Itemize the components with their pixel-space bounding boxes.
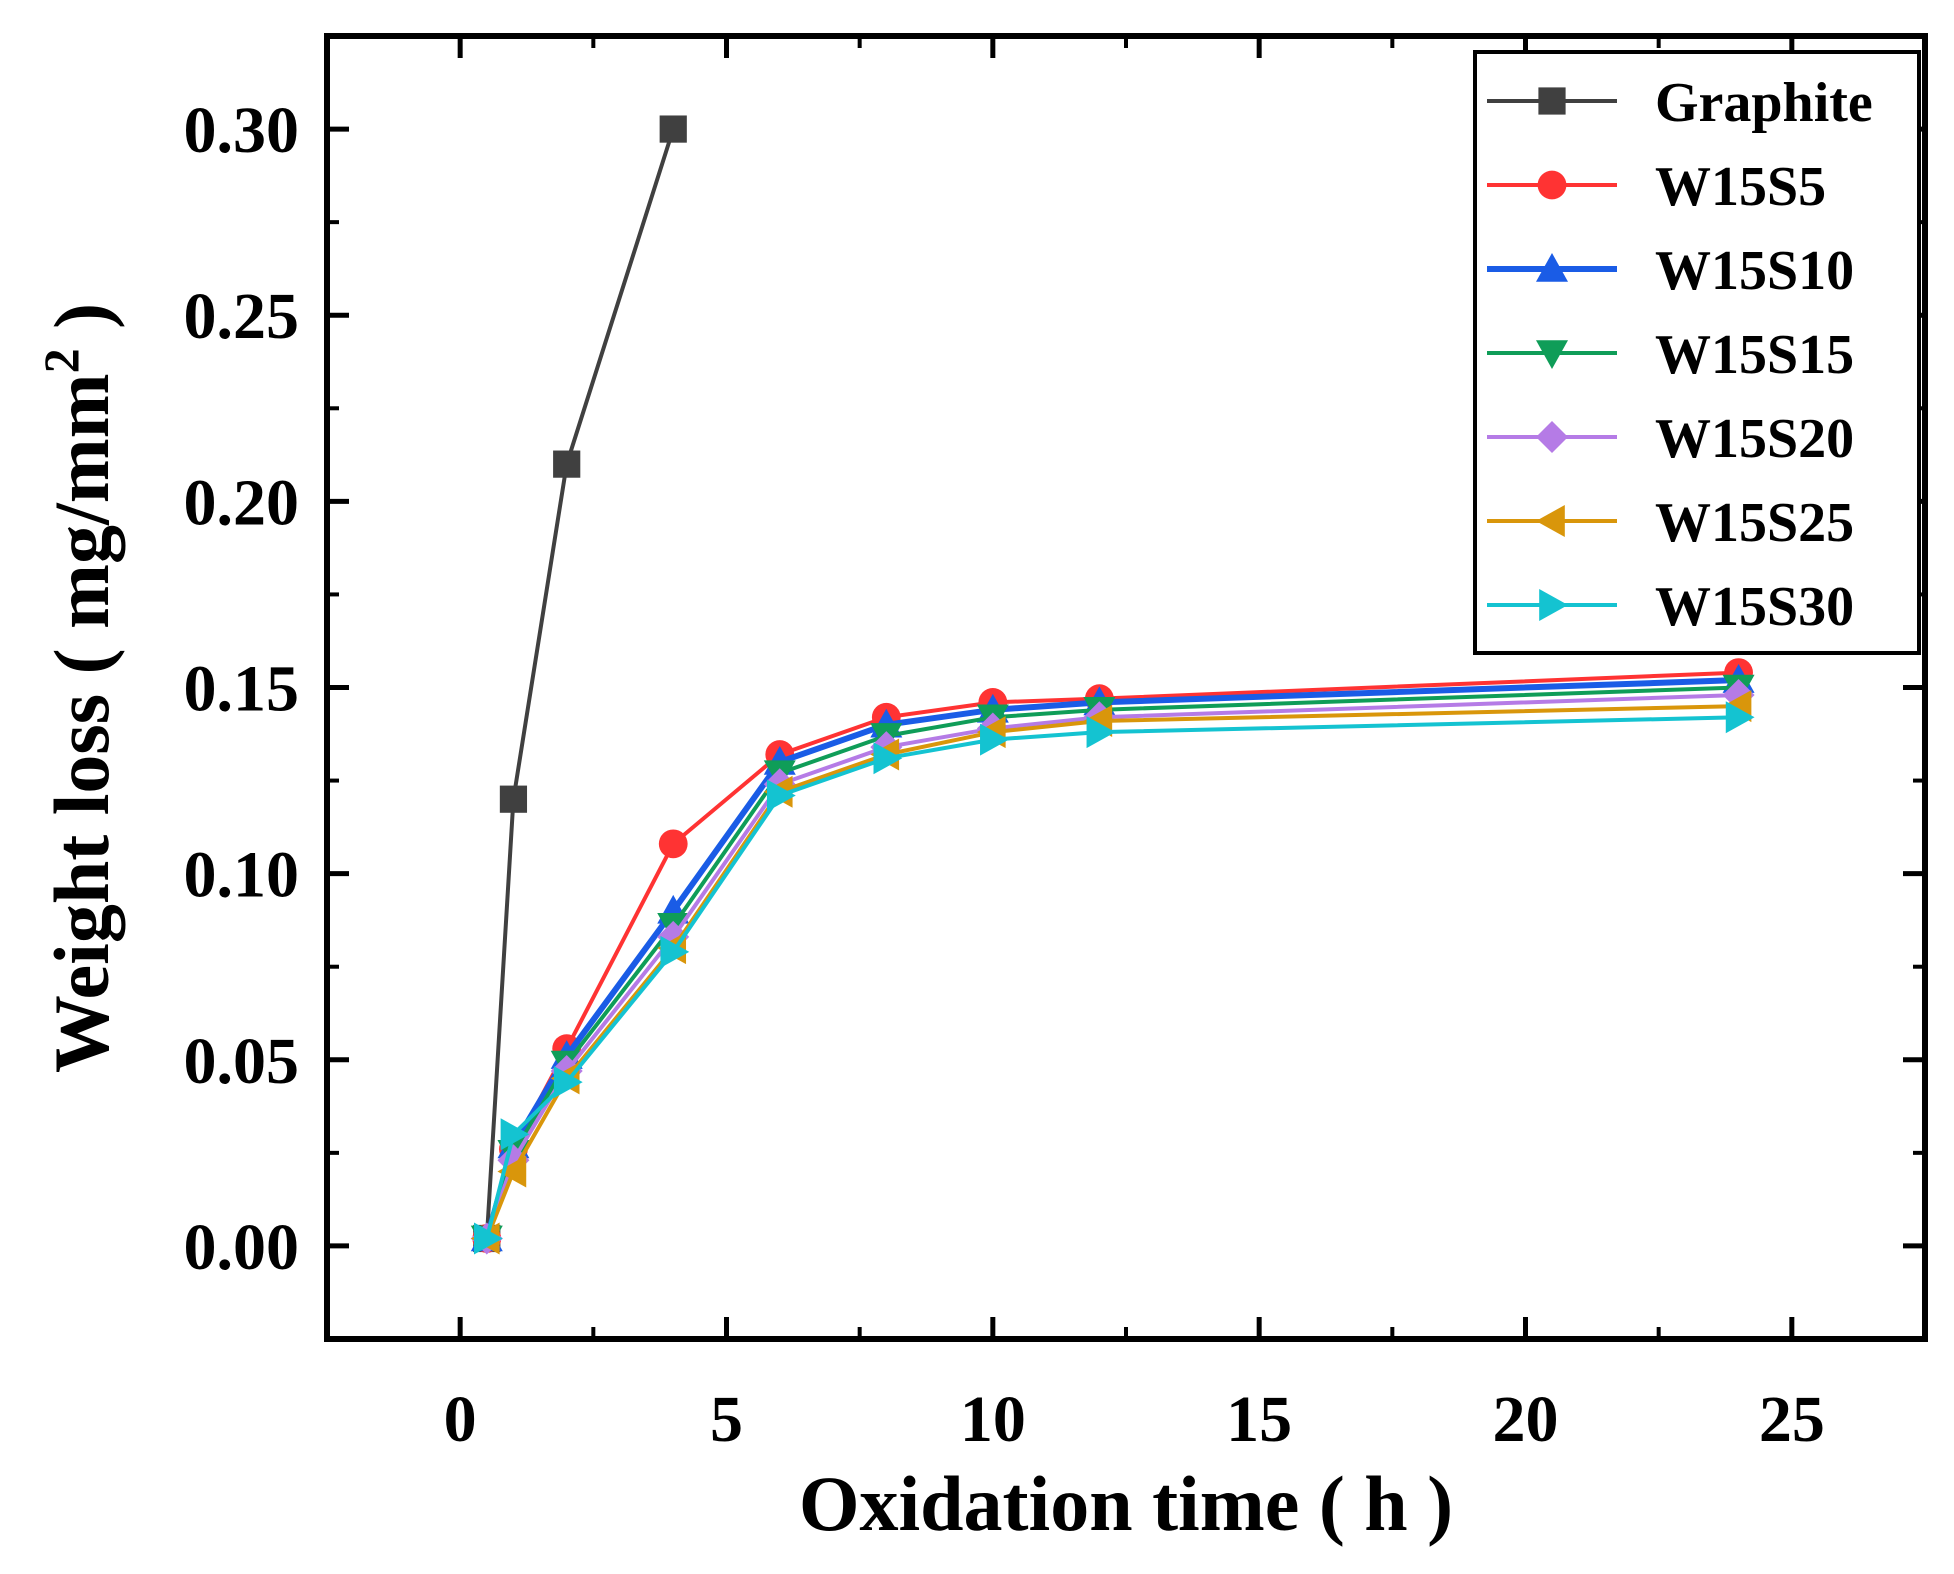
data-point <box>766 779 796 812</box>
y-tick-label: 0.05 <box>184 1025 300 1098</box>
series-w15s30 <box>474 701 1755 1255</box>
y-tick-label: 0.10 <box>184 839 300 912</box>
legend-label: W15S20 <box>1655 408 1854 470</box>
series-line <box>484 128 676 1239</box>
legend-swatch-marker <box>1536 253 1568 282</box>
data-point <box>980 723 1009 756</box>
y-axis-title-superscript: 2 <box>33 348 89 373</box>
legend-swatch-marker <box>1538 87 1566 115</box>
legend: Graphite W15S5 W15S10 W15S15 W15S20 W15S25 W15… <box>1473 50 1921 655</box>
data-point <box>474 1222 503 1255</box>
data-point <box>499 785 528 813</box>
y-tick-label: 0.20 <box>184 466 300 539</box>
legend-item-w15s25: W15S25 <box>1487 492 1854 554</box>
legend-label: W15S5 <box>1655 156 1826 218</box>
legend-swatch-marker <box>1539 589 1568 621</box>
y-tick-label: 0.25 <box>184 280 300 353</box>
data-point <box>1086 716 1116 749</box>
y-axis-title-close: ) <box>38 303 125 348</box>
data-point <box>873 742 903 775</box>
data-point <box>658 829 688 859</box>
legend-swatch-marker <box>1536 340 1568 369</box>
data-point <box>553 450 581 478</box>
x-axis-title: Oxidation time ( h ) <box>799 1460 1453 1547</box>
legend-swatch-marker <box>1537 170 1567 200</box>
data-point <box>659 115 687 143</box>
legend-label: W15S15 <box>1655 324 1854 386</box>
y-tick-label: 0.30 <box>184 94 300 167</box>
legend-label: W15S25 <box>1655 492 1854 554</box>
data-point <box>1725 701 1755 734</box>
legend-label: Graphite <box>1655 72 1873 134</box>
x-tick-label: 5 <box>710 1383 743 1456</box>
legend-item-w15s5: W15S5 <box>1487 156 1826 218</box>
data-point <box>497 1155 527 1188</box>
legend-item-graphite: Graphite <box>1487 72 1873 134</box>
y-tick-label: 0.15 <box>184 653 300 726</box>
legend-swatch-marker <box>1536 505 1565 537</box>
legend-swatch-marker <box>1536 421 1568 453</box>
legend-item-w15s30: W15S30 <box>1487 576 1854 638</box>
data-point <box>500 1118 530 1151</box>
legend-item-w15s20: W15S20 <box>1487 408 1854 470</box>
y-axis-title: Weight loss ( mg/mm2 ) <box>33 303 125 1073</box>
legend-item-w15s10: W15S10 <box>1487 240 1854 302</box>
x-tick-label: 20 <box>1493 1383 1559 1456</box>
x-tick-label: 10 <box>960 1383 1026 1456</box>
y-axis-title-main: Weight loss ( mg/mm <box>38 373 125 1073</box>
legend-label: W15S30 <box>1655 576 1854 638</box>
x-tick-label: 25 <box>1759 1383 1825 1456</box>
data-point <box>553 1066 583 1099</box>
data-point <box>660 935 690 968</box>
legend-item-w15s15: W15S15 <box>1487 324 1854 386</box>
y-tick-label: 0.00 <box>184 1211 300 1284</box>
x-tick-label: 15 <box>1226 1383 1292 1456</box>
x-tick-label: 0 <box>444 1383 477 1456</box>
legend-label: W15S10 <box>1655 240 1854 302</box>
